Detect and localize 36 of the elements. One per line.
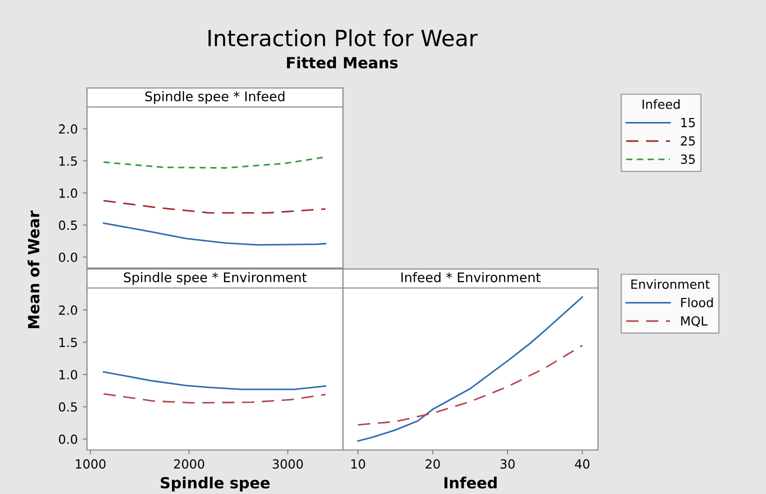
legend-label: 15 [681, 118, 695, 128]
y-tick-label: 1.0 [59, 188, 78, 198]
legend-label: MQL [681, 316, 708, 328]
y-tick-label: 1.5 [59, 156, 77, 166]
x-tick-label: 20 [426, 459, 440, 469]
x-tick-label: 10 [351, 459, 366, 469]
y-tick-label: 2.0 [59, 305, 78, 315]
x-tick-label: 30 [500, 459, 515, 469]
line-series [102, 200, 326, 214]
y-tick-label: 0.5 [58, 402, 77, 412]
y-axis-title: Mean of Wear [28, 210, 40, 328]
y-tick-label: 0.5 [58, 220, 77, 230]
x-tick-label: 2000 [174, 459, 204, 469]
y-tick-label: 1.0 [59, 370, 78, 380]
line-series [102, 393, 326, 404]
y-tick-label: 2.0 [59, 124, 78, 134]
x-tick-label: 3000 [272, 459, 303, 469]
legend-label: Flood [681, 298, 713, 308]
line-series [102, 222, 326, 246]
x-axis-title: Spindle spee [160, 476, 270, 492]
y-tick-label: 0.0 [58, 252, 78, 262]
y-tick-label: 0.0 [58, 434, 78, 444]
legend-label: 35 [680, 154, 695, 164]
x-tick-label: 40 [574, 459, 590, 469]
legend-label: 25 [680, 136, 695, 146]
y-tick-label: 1.5 [59, 338, 77, 348]
legend-title: Infeed [642, 99, 680, 109]
x-tick-label: 1000 [76, 459, 106, 469]
chart-title: Spindle spee * Infeed [145, 91, 284, 104]
chart-title: Infeed * Environment [401, 272, 541, 282]
x-axis-title: Infeed [444, 476, 497, 489]
line-series [102, 371, 326, 390]
text: Interaction Plot for Wear [208, 29, 478, 46]
legend-title: Environment [631, 279, 710, 289]
chart-title: Spindle spee * Environment [124, 272, 307, 285]
text: Fitted Means [287, 56, 398, 68]
